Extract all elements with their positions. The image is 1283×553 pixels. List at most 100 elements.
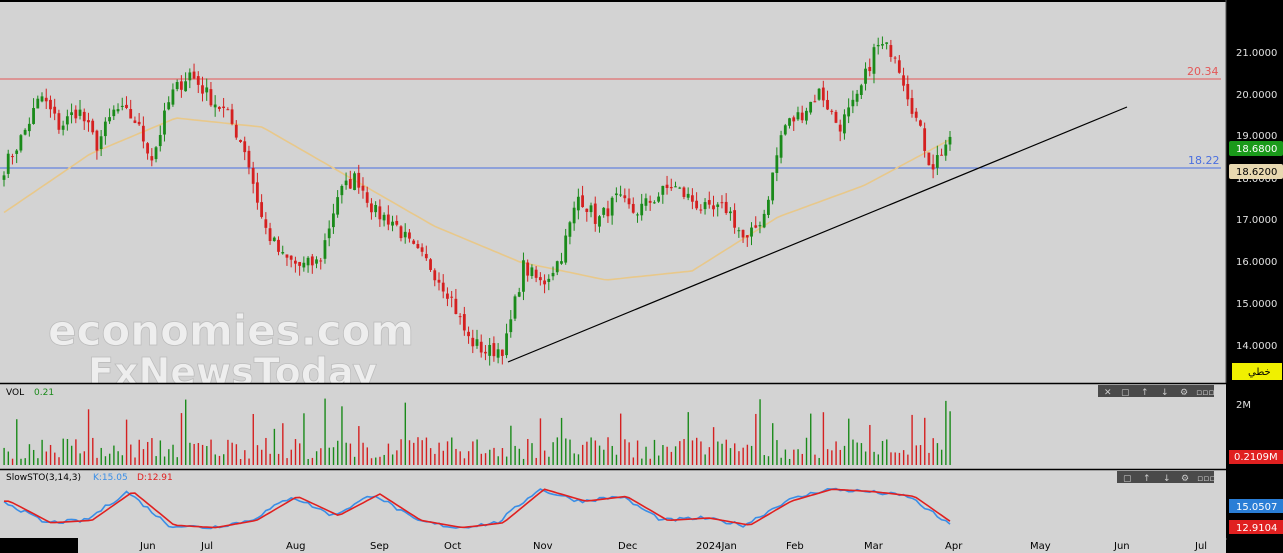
volume-bar: [210, 439, 212, 465]
candle-body: [843, 114, 846, 134]
volume-axis-label: 2M: [1236, 400, 1251, 411]
volume-bar: [45, 451, 48, 465]
move-up-icon[interactable]: ↑: [1141, 388, 1149, 398]
candle-body: [167, 102, 171, 110]
volume-bar: [624, 439, 626, 465]
candle-body: [568, 222, 572, 237]
close-icon[interactable]: ✕: [1104, 388, 1112, 398]
volume-bar: [641, 458, 643, 465]
move-down-icon[interactable]: ↓: [1163, 474, 1171, 484]
candle-body: [403, 231, 407, 238]
volume-bar: [729, 448, 732, 465]
volume-bar: [286, 458, 288, 465]
volume-bar: [776, 440, 778, 465]
volume-bar: [742, 447, 744, 465]
volume-bar: [649, 458, 651, 465]
volume-bar: [514, 445, 516, 465]
candle-body: [627, 198, 631, 205]
volume-bar: [839, 449, 841, 465]
volume-bar: [784, 449, 787, 465]
volume-bar: [404, 402, 407, 465]
candle-body: [234, 124, 238, 138]
volume-bar: [434, 453, 436, 465]
volume-bar: [687, 412, 689, 465]
volume-panel[interactable]: [0, 384, 1226, 469]
month-label: Feb: [786, 541, 804, 552]
volume-bar: [172, 444, 174, 465]
candle-body: [2, 175, 6, 180]
settings-icon[interactable]: ⚙: [1181, 474, 1189, 484]
volume-bar: [603, 449, 605, 465]
volume-bar: [75, 439, 77, 465]
volume-bar: [915, 445, 918, 465]
volume-bar: [746, 444, 749, 465]
volume-bar: [856, 442, 858, 465]
line-mode-button[interactable]: [1232, 363, 1282, 380]
move-up-icon[interactable]: ↑: [1143, 474, 1151, 484]
volume-bar: [189, 442, 191, 465]
volume-bar: [772, 423, 774, 465]
volume-bar: [683, 438, 685, 465]
volume-panel-toolbar[interactable]: ✕ ▢ ↑ ↓ ⚙ ▫▫▫: [1098, 385, 1214, 398]
candle-body: [750, 227, 753, 237]
support-label: 18.22: [1188, 154, 1220, 167]
volume-bar: [539, 418, 542, 465]
volume-bar: [907, 454, 909, 465]
volume-bar: [565, 438, 567, 465]
candle-body: [179, 81, 183, 90]
volume-bar: [750, 445, 753, 465]
volume-bar: [788, 458, 791, 465]
candle-body: [678, 187, 682, 189]
candle-body: [40, 96, 44, 102]
candle-body: [813, 101, 817, 103]
candle-body: [513, 296, 517, 319]
window-icon[interactable]: ▢: [1121, 388, 1130, 398]
trendline[interactable]: [507, 106, 1128, 363]
candle-body: [78, 109, 82, 116]
volume-bar: [940, 449, 943, 465]
volume-bar: [218, 455, 221, 465]
volume-bar: [949, 411, 951, 465]
settings-icon[interactable]: ⚙: [1180, 388, 1188, 398]
moving-average-line[interactable]: [3, 117, 951, 281]
volume-bar: [425, 437, 428, 465]
volume-bar: [239, 458, 242, 465]
main-panel[interactable]: [0, 2, 1226, 383]
volume-bar: [691, 440, 694, 465]
candle-body: [758, 225, 762, 227]
candle-body: [517, 292, 521, 297]
candle-body: [733, 210, 737, 228]
candle-body: [872, 47, 876, 74]
price-tick: 20.0000: [1236, 90, 1277, 101]
volume-bar: [391, 454, 394, 465]
volume-bar: [332, 447, 335, 465]
candle-body: [712, 205, 715, 210]
candle-body: [441, 282, 445, 292]
candle-body: [65, 116, 69, 125]
candle-body: [720, 202, 724, 204]
volume-bar: [206, 446, 208, 465]
volume-bar: [501, 448, 504, 465]
move-down-icon[interactable]: ↓: [1161, 388, 1169, 398]
candle-body: [614, 193, 618, 196]
window-icon[interactable]: ▢: [1123, 474, 1132, 484]
candle-body: [674, 186, 677, 188]
volume-bar: [113, 445, 115, 465]
stochastic-panel-toolbar[interactable]: ▢ ↑ ↓ ⚙ ▫▫▫: [1117, 471, 1215, 484]
month-label: Sep: [370, 541, 389, 552]
candle-body: [302, 262, 306, 268]
volume-bar: [290, 449, 292, 465]
more-icon[interactable]: ▫▫▫: [1196, 388, 1214, 398]
stochastic-panel[interactable]: [0, 470, 1226, 538]
volume-bar: [467, 451, 470, 465]
candle-body: [99, 136, 103, 149]
volume-bar: [531, 443, 533, 465]
candle-body: [534, 269, 538, 278]
candle-body: [412, 240, 416, 244]
time-labels: Jun Jul Aug Sep Oct Nov Dec 2024Jan Feb …: [139, 541, 1207, 552]
more-icon[interactable]: ▫▫▫: [1197, 474, 1215, 484]
stochastic-d-line[interactable]: [4, 488, 951, 529]
volume-value: 0.21: [34, 388, 54, 398]
line-mode-button-label[interactable]: خطي: [1248, 367, 1271, 378]
